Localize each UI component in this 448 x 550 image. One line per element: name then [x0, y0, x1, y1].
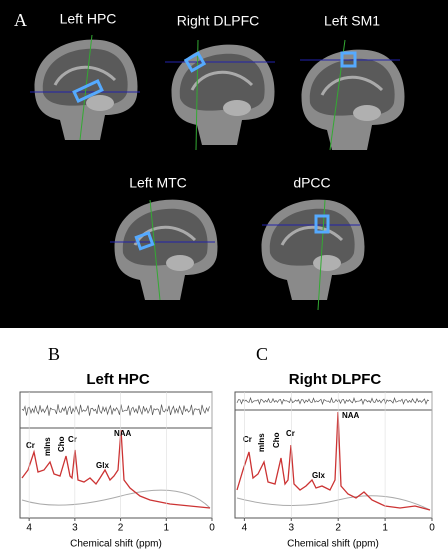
x-tick-label: 2: [335, 523, 341, 534]
peak-label: Cr: [68, 435, 77, 444]
panel-title: Right DLPFC: [289, 371, 382, 388]
x-tick-label: 1: [164, 523, 170, 534]
peak-label: Cr: [26, 441, 35, 450]
x-axis-label: Chemical shift (ppm): [70, 539, 162, 550]
region-label: Left SM1: [324, 13, 380, 29]
residual: [21, 404, 210, 416]
x-tick-label: 3: [289, 523, 295, 534]
peak-label: Cho: [57, 436, 66, 452]
region-label: Left MTC: [129, 175, 187, 191]
spectrum-fit: [21, 429, 211, 509]
plot-frame: [234, 391, 433, 519]
peak-label: Glx: [312, 471, 325, 480]
brain-image: [110, 198, 220, 302]
peak-label: Cho: [272, 432, 281, 448]
brain-image: [165, 39, 277, 151]
x-tick-label: 4: [242, 523, 248, 534]
brain-image: [300, 39, 407, 152]
region-label: dPCC: [293, 175, 330, 191]
peak-label: Cr: [286, 429, 295, 438]
peak-label: NAA: [114, 429, 132, 438]
spectrum-fit: [236, 411, 431, 511]
region-label: Left HPC: [60, 11, 117, 27]
panel-letter: B: [48, 344, 60, 364]
x-tick-label: 3: [72, 523, 78, 534]
residual: [236, 396, 430, 406]
peak-label: Glx: [96, 461, 109, 470]
peak-label: mIns: [43, 437, 52, 456]
x-axis-label: Chemical shift (ppm): [287, 539, 379, 550]
panel-title: Left HPC: [86, 371, 150, 388]
region-label: Right DLPFC: [177, 13, 259, 29]
x-tick-label: 1: [382, 523, 388, 534]
peak-label: Cr: [243, 435, 252, 444]
x-tick-label: 4: [26, 523, 32, 534]
brain-image: [30, 34, 140, 142]
peak-label: NAA: [342, 411, 360, 420]
peak-label: mIns: [257, 433, 266, 452]
x-tick-label: 2: [118, 523, 124, 534]
x-tick-label: 0: [209, 523, 215, 534]
baseline: [21, 489, 211, 509]
brain-image: [260, 198, 367, 311]
panel-letter: A: [14, 10, 27, 30]
x-tick-label: 0: [429, 523, 435, 534]
panel-letter: C: [256, 344, 268, 364]
